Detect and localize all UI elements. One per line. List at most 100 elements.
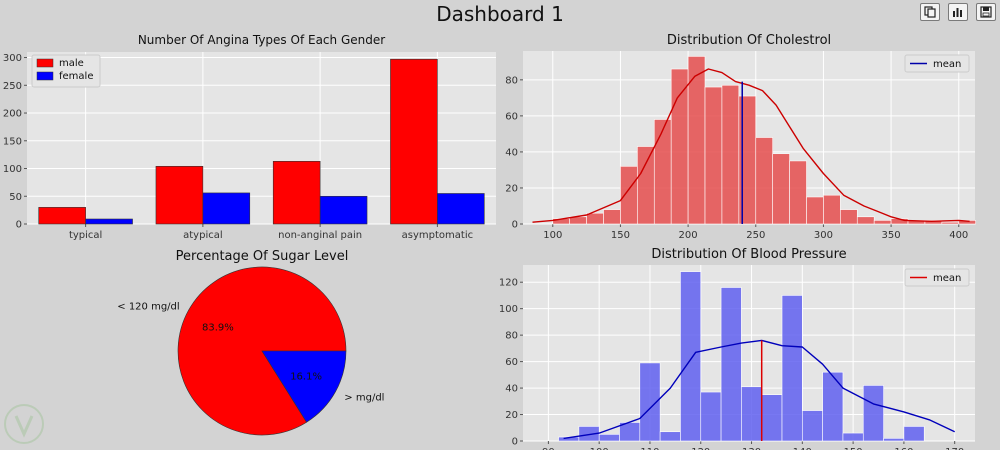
bar-male [38, 207, 86, 225]
x-tick-label: 140 [793, 447, 812, 450]
y-tick-label: 250 [3, 81, 22, 92]
histogram-bar [586, 212, 604, 225]
histogram-bar [806, 196, 824, 225]
bar-male [155, 165, 204, 225]
y-tick-label: 60 [505, 111, 518, 122]
dashboard-title: Dashboard 1 [436, 2, 564, 26]
histogram-bar [680, 271, 702, 442]
histogram-bar [873, 220, 892, 225]
histogram-bar [637, 146, 655, 225]
histogram-bar [883, 438, 905, 442]
cholesterol-chart: 0 20 40 60 80 100 150 200 250 300 350 400 Distributi… [505, 33, 976, 241]
histogram-bar [958, 220, 976, 225]
pie-slice [261, 350, 347, 423]
y-tick-label: 300 [3, 53, 22, 64]
legend-box [904, 54, 970, 73]
pie-slice [177, 266, 347, 436]
legend-label: female [59, 71, 93, 82]
histogram-bar [700, 391, 722, 442]
histogram-bar [721, 84, 740, 225]
x-tick-label: atypical [183, 230, 223, 241]
pie-slice-label: > mg/dl [344, 393, 384, 404]
x-tick-label: 400 [949, 230, 968, 241]
histogram-bar [823, 194, 841, 225]
bar-female [437, 193, 485, 225]
angina-chart: 0 50 100 150 200 250 300 typical atypical non-ang… [3, 33, 496, 241]
x-tick-label: asymptomatic [402, 230, 473, 241]
x-tick-label: typical [69, 230, 102, 241]
x-tick-label: 120 [691, 447, 710, 450]
legend: male female [31, 54, 101, 88]
y-tick-label: 20 [505, 410, 518, 421]
y-tick-label: 0 [512, 437, 518, 448]
y-tick-label: 40 [505, 147, 518, 158]
x-tick-label: 350 [882, 230, 901, 241]
histogram-bar [761, 394, 783, 442]
histogram-bar [653, 119, 672, 225]
y-tick-label: 100 [499, 304, 518, 315]
histogram-bar [603, 209, 621, 225]
histogram-bar [802, 410, 823, 442]
y-tick-label: 200 [3, 109, 22, 120]
y-tick-label: 50 [9, 192, 22, 203]
histogram-bar [639, 362, 661, 442]
pie-percent-label: 16.1% [290, 371, 322, 382]
x-tick-label: 90 [542, 447, 555, 450]
sugar-pie-chart: Percentage Of Sugar Level 83.9% < 120 mg/d… [117, 249, 384, 436]
x-tick-label: 100 [590, 447, 609, 450]
y-tick-label: 80 [505, 331, 518, 342]
bar-female [85, 218, 133, 225]
histogram-bar [772, 153, 790, 225]
legend: mean [904, 54, 970, 73]
logo-watermark-icon [4, 404, 44, 444]
save-button[interactable] [976, 3, 996, 21]
histogram-bar [822, 371, 844, 442]
legend-label: mean [933, 59, 961, 70]
y-tick-label: 60 [505, 357, 518, 368]
kde-line [563, 339, 955, 440]
x-tick-label: 160 [894, 447, 913, 450]
x-tick-label: 250 [746, 230, 765, 241]
histogram-bar [738, 95, 757, 225]
histogram-bar [941, 221, 960, 225]
histogram-bar [840, 209, 858, 225]
x-tick-label: 110 [640, 447, 659, 450]
chart-title: Distribution Of Cholestrol [667, 33, 831, 48]
x-tick-label: 200 [679, 230, 698, 241]
copy-button[interactable] [920, 3, 940, 21]
pie-slice-label: < 120 mg/dl [117, 301, 179, 312]
y-tick-label: 120 [499, 278, 518, 289]
histogram-bar [781, 295, 803, 442]
kde-line [532, 68, 970, 223]
y-tick-label: 150 [3, 136, 22, 147]
y-tick-label: 0 [512, 220, 518, 231]
histogram-bar [620, 166, 638, 225]
x-tick-label: 300 [814, 230, 833, 241]
y-tick-label: 80 [505, 75, 518, 86]
x-tick-label: 150 [844, 447, 863, 450]
bar-female [319, 195, 368, 225]
bar-chart-icon [953, 8, 962, 17]
x-tick-label: 100 [543, 230, 562, 241]
legend: mean [904, 268, 970, 287]
pie-percent-label: 83.9% [202, 323, 234, 334]
legend-label: mean [933, 273, 961, 284]
y-tick-label: 0 [16, 220, 22, 231]
histogram-bar [704, 86, 723, 225]
y-tick-label: 100 [3, 164, 22, 175]
bar-male [390, 58, 438, 225]
bar-chart-button[interactable] [948, 3, 968, 21]
histogram-bar [720, 287, 742, 442]
histogram-bar [842, 432, 864, 442]
histogram-bar [598, 434, 620, 442]
histogram-bar [789, 160, 807, 225]
histogram-bar [856, 216, 875, 225]
blood-pressure-chart: 0 20 40 60 80 100 120 90 100 110 120 130 140 150 160 17… [499, 247, 975, 450]
chart-title: Percentage Of Sugar Level [176, 249, 349, 264]
legend-label: male [59, 58, 84, 69]
bar-male [272, 161, 321, 225]
legend-box [904, 268, 970, 287]
save-icon [980, 6, 992, 18]
histogram-bar [670, 68, 689, 225]
